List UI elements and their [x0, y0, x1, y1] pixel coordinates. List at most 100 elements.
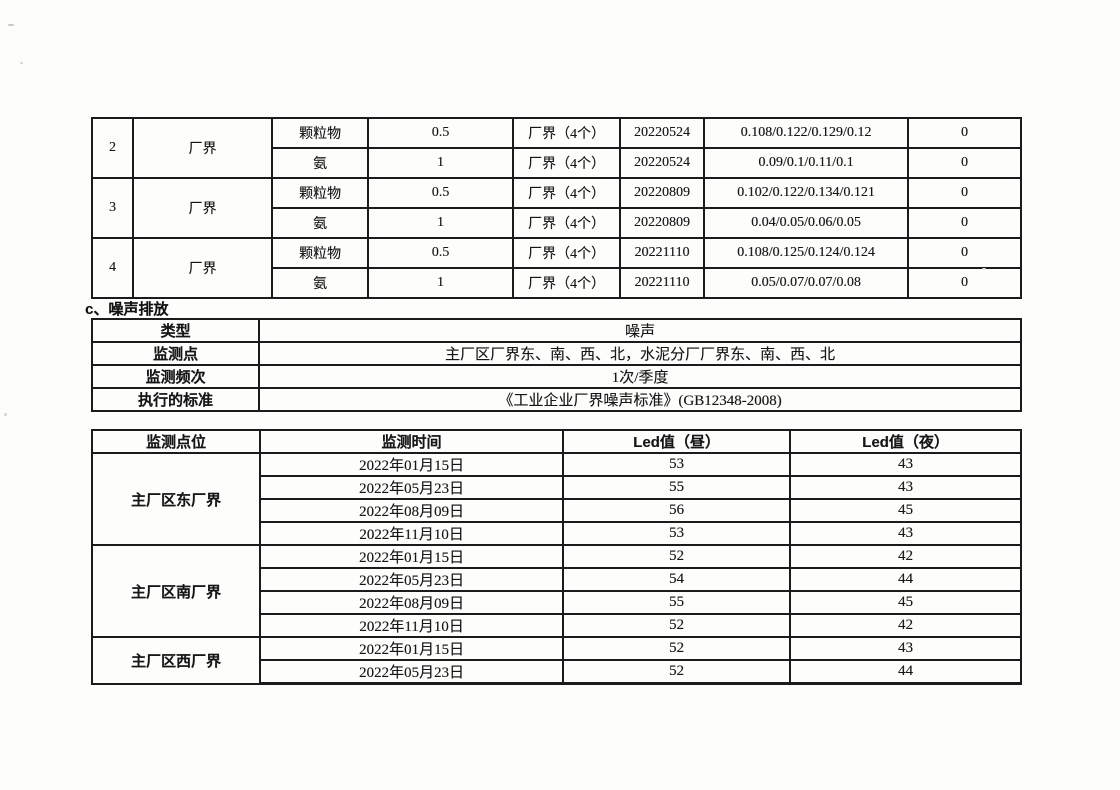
points-cell: 厂界（4个）	[512, 117, 621, 149]
date-cell: 20220524	[619, 117, 705, 149]
section-c-heading: c、噪声排放	[85, 301, 169, 318]
points-cell: 厂界（4个）	[512, 177, 621, 209]
emission-row: 3 厂界 颗粒物 0.5 厂界（4个） 20220809 0.102/0.122/0.134…	[91, 177, 1022, 239]
emission-table-body: 2 厂界 颗粒物 0.5 厂界（4个） 20220524 0.108/0.122/0.129…	[91, 117, 1022, 299]
emission-row: 氨 1 厂界（4个） 20220524 0.09/0.1/0.11/0.1 0	[92, 147, 1022, 179]
monitoring-date-cell: 2022年05月23日	[259, 475, 564, 500]
monitoring-date-cell: 2022年11月10日	[259, 521, 564, 546]
info-label-cell: 类型	[91, 318, 260, 343]
info-row: 监测频次 1次/季度	[91, 364, 1022, 389]
exceedance-cell: 0	[907, 237, 1022, 269]
date-cell: 20221110	[619, 267, 705, 299]
info-value-cell: 主厂区厂界东、南、西、北，水泥分厂厂界东、南、西、北	[258, 341, 1022, 366]
day-value-cell: 55	[562, 475, 791, 500]
monitoring-site-cell: 主厂区东厂界	[91, 452, 261, 546]
noise-result-row: 主厂区西厂界 2022年01月15日 52 43	[91, 636, 1022, 685]
results-cell: 0.09/0.1/0.11/0.1	[703, 147, 909, 179]
emission-row: 4 厂界 颗粒物 0.5 厂界（4个） 20221110 0.108/0.125/0.124…	[91, 237, 1022, 299]
emission-row: 氨 1 厂界（4个） 20220809 0.04/0.05/0.06/0.05 0	[92, 207, 1022, 239]
points-cell: 厂界（4个）	[512, 267, 621, 299]
emission-table: 2 厂界 颗粒物 0.5 厂界（4个） 20220524 0.108/0.122/0.129…	[91, 117, 1022, 299]
exceedance-cell: 0	[907, 177, 1022, 209]
day-value-cell: 52	[562, 613, 791, 638]
monitoring-site-cell: 主厂区西厂界	[91, 636, 261, 685]
night-value-cell: 43	[789, 452, 1022, 477]
exceedance-cell: 0	[907, 267, 1022, 299]
exceedance-cell: 0	[907, 117, 1022, 149]
noise-header-cell: Led值（夜）	[789, 429, 1022, 454]
info-value-cell: 噪声	[258, 318, 1022, 343]
exceedance-cell: 0	[907, 207, 1022, 239]
row-number-cell: 2	[91, 117, 134, 179]
points-cell: 厂界（4个）	[512, 207, 621, 239]
results-cell: 0.102/0.122/0.134/0.121	[703, 177, 909, 209]
emission-row: 2 厂界 颗粒物 0.5 厂界（4个） 20220524 0.108/0.122/0.129…	[91, 117, 1022, 179]
monitoring-date-cell: 2022年08月09日	[259, 498, 564, 523]
noise-header-row: 监测点位 监测时间 Led值（昼） Led值（夜）	[91, 429, 1022, 454]
pollutant-cell: 氨	[271, 147, 369, 179]
noise-info-table: 类型 噪声 监测点 主厂区厂界东、南、西、北，水泥分厂厂界东、南、西、北 监测频次 1次/…	[91, 318, 1022, 412]
day-value-cell: 56	[562, 498, 791, 523]
night-value-cell: 45	[789, 590, 1022, 615]
day-value-cell: 54	[562, 567, 791, 592]
results-cell: 0.05/0.07/0.07/0.08	[703, 267, 909, 299]
info-row: 监测点 主厂区厂界东、南、西、北，水泥分厂厂界东、南、西、北	[91, 341, 1022, 366]
emission-row: 氨 1 厂界（4个） 20221110 0.05/0.07/0.07/0.08 0	[92, 267, 1022, 299]
date-cell: 20221110	[619, 237, 705, 269]
noise-header-cell: 监测点位	[91, 429, 261, 454]
monitoring-date-cell: 2022年01月15日	[259, 636, 564, 661]
limit-cell: 1	[367, 147, 514, 179]
night-value-cell: 44	[789, 567, 1022, 592]
night-value-cell: 44	[789, 659, 1022, 685]
row-number-cell: 3	[91, 177, 134, 239]
limit-cell: 1	[367, 207, 514, 239]
limit-cell: 0.5	[367, 237, 514, 269]
scan-speck	[8, 24, 14, 26]
noise-result-row: 2022年05月23日 55 43	[92, 475, 1022, 500]
site-cell: 厂界	[132, 177, 273, 239]
noise-result-row: 2022年08月09日 55 45	[92, 590, 1022, 615]
scan-speck	[982, 268, 986, 270]
date-cell: 20220809	[619, 207, 705, 239]
results-cell: 0.108/0.125/0.124/0.124	[703, 237, 909, 269]
noise-result-row: 2022年11月10日 52 42	[92, 613, 1022, 638]
night-value-cell: 43	[789, 475, 1022, 500]
monitoring-date-cell: 2022年08月09日	[259, 590, 564, 615]
monitoring-date-cell: 2022年01月15日	[259, 452, 564, 477]
day-value-cell: 52	[562, 636, 791, 661]
pollutant-cell: 颗粒物	[271, 237, 369, 269]
noise-header-cell: Led值（昼）	[562, 429, 791, 454]
night-value-cell: 42	[789, 613, 1022, 638]
points-cell: 厂界（4个）	[512, 147, 621, 179]
noise-info-table-body: 类型 噪声 监测点 主厂区厂界东、南、西、北，水泥分厂厂界东、南、西、北 监测频次 1次/…	[91, 318, 1022, 412]
pollutant-cell: 颗粒物	[271, 177, 369, 209]
night-value-cell: 43	[789, 521, 1022, 546]
scan-speck	[4, 413, 7, 416]
noise-results-table: 监测点位 监测时间 Led值（昼） Led值（夜） 主厂区东厂界 2022年01月15日…	[91, 429, 1022, 685]
limit-cell: 0.5	[367, 117, 514, 149]
limit-cell: 1	[367, 267, 514, 299]
noise-result-row: 2022年05月23日 52 44	[92, 659, 1022, 685]
info-value-cell: 1次/季度	[258, 364, 1022, 389]
day-value-cell: 53	[562, 521, 791, 546]
monitoring-site-cell: 主厂区南厂界	[91, 544, 261, 638]
date-cell: 20220809	[619, 177, 705, 209]
results-cell: 0.04/0.05/0.06/0.05	[703, 207, 909, 239]
info-label-cell: 监测点	[91, 341, 260, 366]
noise-result-row: 2022年08月09日 56 45	[92, 498, 1022, 523]
day-value-cell: 55	[562, 590, 791, 615]
info-label-cell: 监测频次	[91, 364, 260, 389]
site-cell: 厂界	[132, 117, 273, 179]
night-value-cell: 42	[789, 544, 1022, 569]
results-cell: 0.108/0.122/0.129/0.12	[703, 117, 909, 149]
info-value-cell: 《工业企业厂界噪声标准》(GB12348-2008)	[258, 387, 1022, 412]
noise-result-row: 2022年05月23日 54 44	[92, 567, 1022, 592]
info-label-cell: 执行的标准	[91, 387, 260, 412]
noise-result-row: 主厂区南厂界 2022年01月15日 52 42	[91, 544, 1022, 638]
exceedance-cell: 0	[907, 147, 1022, 179]
day-value-cell: 53	[562, 452, 791, 477]
noise-result-row: 2022年11月10日 53 43	[92, 521, 1022, 546]
pollutant-cell: 氨	[271, 267, 369, 299]
row-number-cell: 4	[91, 237, 134, 299]
